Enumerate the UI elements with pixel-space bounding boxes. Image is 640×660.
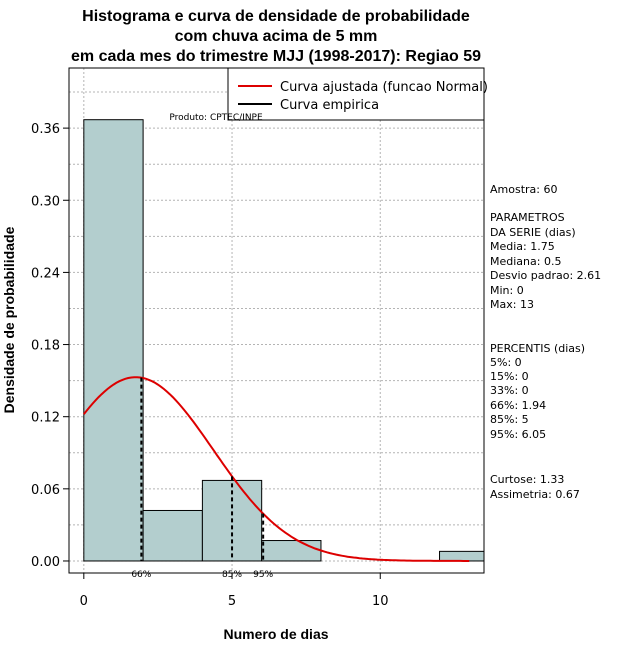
x-tick-label-0: 0 bbox=[80, 594, 88, 609]
stats-line-7: Max: 13 bbox=[490, 298, 534, 311]
stats-line-5: Desvio padrao: 2.61 bbox=[490, 269, 601, 282]
stats-line-14: 95%: 6.05 bbox=[490, 428, 546, 441]
title-line-1: Histograma e curva de densidade de proba… bbox=[82, 8, 470, 25]
x-axis-label: Numero de dias bbox=[223, 626, 328, 642]
y-tick-label-2: 0.12 bbox=[31, 411, 60, 426]
stats-line-8: PERCENTIS (dias) bbox=[490, 342, 585, 355]
stats-line-15: Curtose: 1.33 bbox=[490, 473, 564, 486]
producer-label: Produto: CPTEC/INPE bbox=[169, 113, 263, 123]
y-tick-label-1: 0.06 bbox=[31, 483, 60, 498]
stats-line-0: Amostra: 60 bbox=[490, 183, 557, 196]
normal-curve-line bbox=[83, 376, 470, 562]
percentile-label-2: 95% bbox=[253, 570, 273, 580]
legend: Curva ajustada (funcao Normal) Curva empi… bbox=[169, 67, 488, 123]
stats-line-13: 85%: 5 bbox=[490, 413, 529, 426]
x-tick-label-2: 10 bbox=[372, 594, 389, 609]
title-line-3: em cada mes do trimestre MJJ (1998-2017)… bbox=[71, 48, 481, 65]
stats-line-10: 15%: 0 bbox=[490, 370, 529, 383]
y-tick-label-0: 0.00 bbox=[31, 555, 60, 570]
bar-6 bbox=[439, 550, 485, 562]
y-axis-label: Densidade de probabilidade bbox=[1, 226, 17, 413]
y-tick-label-6: 0.36 bbox=[31, 122, 60, 137]
stats-line-11: 33%: 0 bbox=[490, 384, 529, 397]
bar-0 bbox=[83, 119, 144, 562]
stats-line-3: Media: 1.75 bbox=[490, 240, 555, 253]
histogram-bars bbox=[83, 119, 485, 562]
stats-line-9: 5%: 0 bbox=[490, 356, 522, 369]
bar-1 bbox=[142, 509, 203, 562]
legend-box bbox=[227, 67, 485, 121]
y-tick-label-5: 0.30 bbox=[31, 194, 60, 209]
stats-line-16: Assimetria: 0.67 bbox=[490, 488, 580, 501]
bar-3 bbox=[261, 540, 322, 562]
chart-title: Histograma e curva de densidade de proba… bbox=[71, 8, 481, 65]
y-tick-label-3: 0.18 bbox=[31, 339, 60, 354]
normal-curve bbox=[83, 376, 470, 562]
stats-line-6: Min: 0 bbox=[490, 284, 524, 297]
y-tick-label-4: 0.24 bbox=[31, 266, 60, 281]
title-line-2: com chuva acima de 5 mm bbox=[175, 28, 378, 45]
stats-line-12: 66%: 1.94 bbox=[490, 399, 546, 412]
stats-panel: Amostra: 60 PARAMETROS DA SERIE (dias) Me… bbox=[490, 183, 601, 501]
x-tick-label-1: 5 bbox=[228, 594, 236, 609]
stats-line-1: PARAMETROS bbox=[490, 211, 565, 224]
legend-label-1: Curva empirica bbox=[280, 98, 379, 113]
percentile-label-0: 66% bbox=[131, 570, 151, 580]
stats-line-2: DA SERIE (dias) bbox=[490, 226, 576, 239]
legend-label-0: Curva ajustada (funcao Normal) bbox=[280, 80, 488, 95]
stats-line-4: Mediana: 0.5 bbox=[490, 255, 561, 268]
